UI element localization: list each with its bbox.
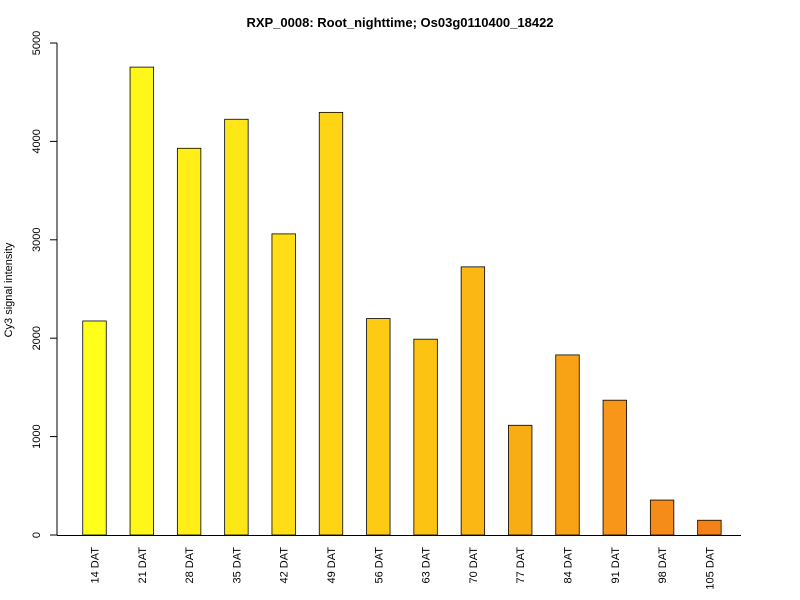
- bar-35-dat: [224, 118, 249, 536]
- y-tick-label: 2000: [31, 326, 43, 350]
- x-tick-label: 105 DAT: [704, 547, 716, 590]
- y-axis: 0 1000 2000 3000 4000 5000: [31, 31, 58, 538]
- x-tick-labels: 14 DAT 21 DAT 28 DAT 35 DAT 42 DAT 49 DAT 56 D…: [90, 547, 717, 590]
- x-tick-label: 21 DAT: [137, 547, 149, 584]
- bar-84-dat: [555, 354, 580, 536]
- bar-49-dat: [318, 111, 344, 536]
- y-tick-label: 4000: [31, 129, 43, 153]
- bar-105-dat: [697, 519, 722, 536]
- bar-91-dat: [602, 399, 627, 536]
- x-tick-label: 49 DAT: [326, 547, 338, 584]
- x-tick-label: 35 DAT: [231, 547, 243, 584]
- chart-title: RXP_0008: Root_nighttime; Os03g0110400_1…: [246, 15, 553, 30]
- x-tick-label: 70 DAT: [468, 547, 480, 584]
- bar-98-dat: [649, 499, 675, 536]
- y-tick-label: 1000: [31, 424, 43, 448]
- y-tick-label: 3000: [31, 228, 43, 252]
- x-tick-label: 42 DAT: [279, 547, 291, 584]
- x-tick-label: 56 DAT: [373, 547, 385, 584]
- bar-21-dat: [129, 66, 154, 536]
- bar-28-dat: [176, 147, 202, 536]
- bars: [82, 66, 722, 536]
- x-tick-label: 84 DAT: [563, 547, 575, 584]
- bar-56-dat: [366, 318, 391, 536]
- x-tick-label: 98 DAT: [657, 547, 669, 584]
- bar-63-dat: [413, 338, 438, 536]
- bar-14-dat: [82, 320, 107, 536]
- x-tick-label: 77 DAT: [515, 547, 527, 584]
- bar-70-dat: [460, 266, 486, 536]
- x-tick-label: 28 DAT: [184, 547, 196, 584]
- bar-77-dat: [508, 424, 533, 536]
- y-tick-label: 0: [31, 532, 43, 538]
- x-tick-label: 63 DAT: [421, 547, 433, 584]
- y-axis-label: Cy3 signal intensity: [3, 242, 15, 337]
- bar-42-dat: [271, 233, 296, 536]
- x-tick-label: 91 DAT: [610, 547, 622, 584]
- x-tick-label: 14 DAT: [90, 547, 102, 584]
- y-tick-label: 5000: [31, 31, 43, 55]
